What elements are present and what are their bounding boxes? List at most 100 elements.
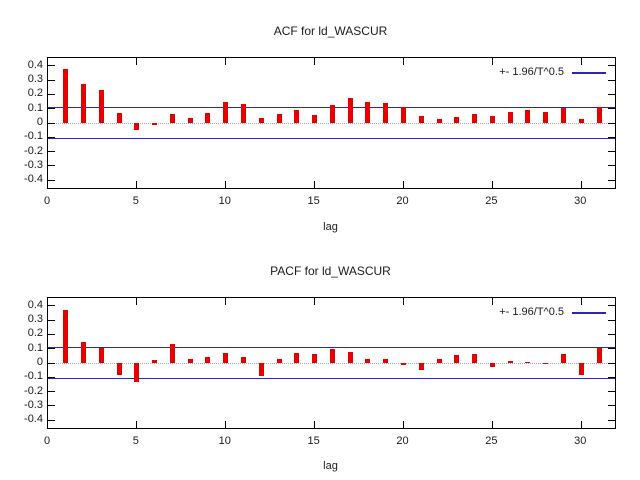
acf-bar-lag-25 <box>489 115 495 123</box>
pacf-bar-lag-30 <box>578 363 584 376</box>
pacf-bar-lag-31 <box>596 348 602 363</box>
acf-x-tick-top <box>314 58 316 65</box>
acf-x-tick-top <box>580 58 582 65</box>
pacf-y-tick-right <box>608 348 615 350</box>
acf-y-tick-right <box>608 179 615 181</box>
pacf-x-tick-label: 0 <box>43 435 51 447</box>
pacf-x-tick-top <box>314 298 316 305</box>
pacf-bar-lag-15 <box>312 354 318 363</box>
pacf-y-tick-right <box>608 419 615 421</box>
pacf-x-axis-title: lag <box>323 460 338 472</box>
acf-bar-lag-4 <box>116 113 122 123</box>
acf-bar-lag-13 <box>276 113 282 123</box>
pacf-x-tick-top <box>225 298 227 305</box>
acf-x-tick-label: 30 <box>574 195 587 207</box>
acf-y-tick-label: -0.4 <box>24 173 43 186</box>
acf-zero-line <box>48 122 615 124</box>
acf-y-tick-left <box>48 122 55 124</box>
acf-y-tick-left <box>48 179 55 181</box>
pacf-bar-lag-23 <box>454 355 460 363</box>
acf-y-tick-left <box>48 151 55 153</box>
acf-bar-lag-8 <box>187 118 193 123</box>
pacf-y-tick-label: -0.2 <box>24 384 43 397</box>
acf-y-tick-left <box>48 108 55 110</box>
pacf-bar-lag-29 <box>560 354 566 363</box>
acf-bar-lag-26 <box>507 111 513 123</box>
pacf-x-tick-bottom <box>136 421 138 428</box>
pacf-y-tick-left <box>48 419 55 421</box>
acf-x-tick-label: 15 <box>307 195 320 207</box>
acf-y-tick-right <box>608 108 615 110</box>
acf-x-tick-bottom <box>402 181 404 188</box>
pacf-lower-confidence-line <box>48 377 615 380</box>
acf-plot-area: +- 1.96/T^0.5 <box>47 57 616 189</box>
pacf-upper-confidence-line <box>48 346 615 349</box>
pacf-x-tick-label: 25 <box>485 435 498 447</box>
pacf-x-tick-top <box>491 298 493 305</box>
pacf-chart-title: PACF for ld_WASCUR <box>270 264 391 278</box>
acf-x-tick-label: 0 <box>43 195 51 207</box>
pacf-y-tick-left <box>48 305 55 307</box>
pacf-bar-lag-4 <box>116 363 122 376</box>
pacf-y-tick-label: 0.1 <box>27 341 43 354</box>
pacf-y-tick-label: -0.4 <box>24 413 43 426</box>
pacf-y-tick-left <box>48 405 55 407</box>
pacf-y-tick-right <box>608 305 615 307</box>
acf-bar-lag-31 <box>596 107 602 123</box>
acf-bar-lag-7 <box>169 113 175 123</box>
pacf-x-tick-label: 10 <box>218 435 231 447</box>
acf-bar-lag-10 <box>223 102 229 123</box>
acf-x-tick-label: 5 <box>132 195 139 207</box>
acf-bar-lag-27 <box>525 110 531 123</box>
acf-x-tick-label: 10 <box>218 195 231 207</box>
pacf-bar-lag-25 <box>489 363 495 368</box>
acf-x-tick-label: 20 <box>396 195 409 207</box>
acf-bar-lag-22 <box>436 118 442 123</box>
acf-x-tick-bottom <box>136 181 138 188</box>
pacf-x-tick-top <box>402 298 404 305</box>
pacf-x-tick-label: 30 <box>574 435 587 447</box>
acf-legend-line-sample <box>572 71 606 74</box>
pacf-x-tick-top <box>580 298 582 305</box>
pacf-x-tick-bottom <box>314 421 316 428</box>
pacf-bar-lag-9 <box>205 357 211 363</box>
pacf-bar-lag-20 <box>400 363 406 366</box>
pacf-zero-line <box>48 362 615 364</box>
acf-bar-lag-11 <box>241 104 247 123</box>
pacf-x-tick-bottom <box>580 421 582 428</box>
pacf-bar-lag-8 <box>187 358 193 363</box>
pacf-bar-lag-27 <box>525 362 531 364</box>
acf-bar-lag-21 <box>418 115 424 123</box>
acf-bar-lag-30 <box>578 118 584 123</box>
pacf-bar-lag-17 <box>347 351 353 363</box>
acf-y-tick-left <box>48 65 55 67</box>
acf-y-tick-right <box>608 65 615 67</box>
pacf-y-tick-left <box>48 376 55 378</box>
acf-bar-lag-17 <box>347 98 353 123</box>
pacf-x-tick-bottom <box>491 421 493 428</box>
acf-bar-lag-1 <box>63 68 69 123</box>
acf-x-tick-bottom <box>225 181 227 188</box>
pacf-x-tick-label: 5 <box>132 435 139 447</box>
pacf-bar-lag-2 <box>81 341 87 363</box>
pacf-bar-lag-12 <box>258 363 264 376</box>
pacf-bar-lag-24 <box>472 354 478 363</box>
acf-x-tick-top <box>491 58 493 65</box>
acf-y-tick-label: 0.2 <box>27 87 43 100</box>
acf-bar-lag-19 <box>383 103 389 123</box>
pacf-y-tick-right <box>608 362 615 364</box>
pacf-bar-lag-11 <box>241 357 247 363</box>
pacf-bar-lag-16 <box>329 349 335 363</box>
acf-x-tick-top <box>225 58 227 65</box>
pacf-bar-lag-18 <box>365 358 371 363</box>
pacf-y-tick-label: 0.3 <box>27 313 43 326</box>
pacf-bar-lag-1 <box>63 310 69 363</box>
pacf-y-tick-label: 0 <box>36 356 43 368</box>
pacf-y-tick-right <box>608 405 615 407</box>
acf-x-tick-top <box>136 58 138 65</box>
pacf-x-tick-label: 20 <box>396 435 409 447</box>
acf-y-tick-label: -0.1 <box>24 130 43 143</box>
acf-x-tick-bottom <box>314 181 316 188</box>
acf-y-tick-label: 0.4 <box>27 58 43 71</box>
